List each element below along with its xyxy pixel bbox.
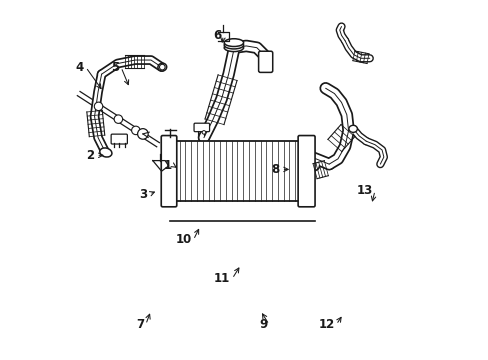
Text: 9: 9 [259, 318, 267, 331]
Text: 13: 13 [356, 184, 372, 197]
Text: 12: 12 [318, 318, 334, 331]
FancyBboxPatch shape [258, 51, 272, 72]
Text: 4: 4 [76, 60, 84, 73]
Bar [174, 141, 300, 201]
Ellipse shape [224, 44, 243, 51]
Circle shape [159, 64, 165, 70]
FancyBboxPatch shape [161, 136, 176, 207]
Text: 2: 2 [86, 149, 94, 162]
Text: 11: 11 [214, 272, 230, 285]
FancyBboxPatch shape [194, 123, 209, 132]
Text: 7: 7 [136, 318, 143, 331]
Ellipse shape [158, 63, 166, 71]
Text: 10: 10 [175, 234, 191, 247]
Circle shape [114, 115, 122, 123]
Text: 6: 6 [213, 29, 221, 42]
Ellipse shape [348, 125, 357, 132]
Text: 8: 8 [271, 163, 279, 176]
Ellipse shape [224, 39, 243, 46]
FancyBboxPatch shape [298, 136, 314, 207]
Circle shape [131, 126, 140, 135]
Circle shape [94, 102, 102, 111]
Ellipse shape [224, 41, 243, 49]
Text: 1: 1 [163, 159, 172, 172]
Circle shape [137, 129, 148, 139]
Ellipse shape [100, 148, 112, 157]
Bar [174, 141, 300, 201]
Text: 3: 3 [139, 188, 147, 201]
Circle shape [202, 131, 205, 134]
Text: 5: 5 [111, 60, 119, 73]
FancyBboxPatch shape [111, 134, 127, 144]
